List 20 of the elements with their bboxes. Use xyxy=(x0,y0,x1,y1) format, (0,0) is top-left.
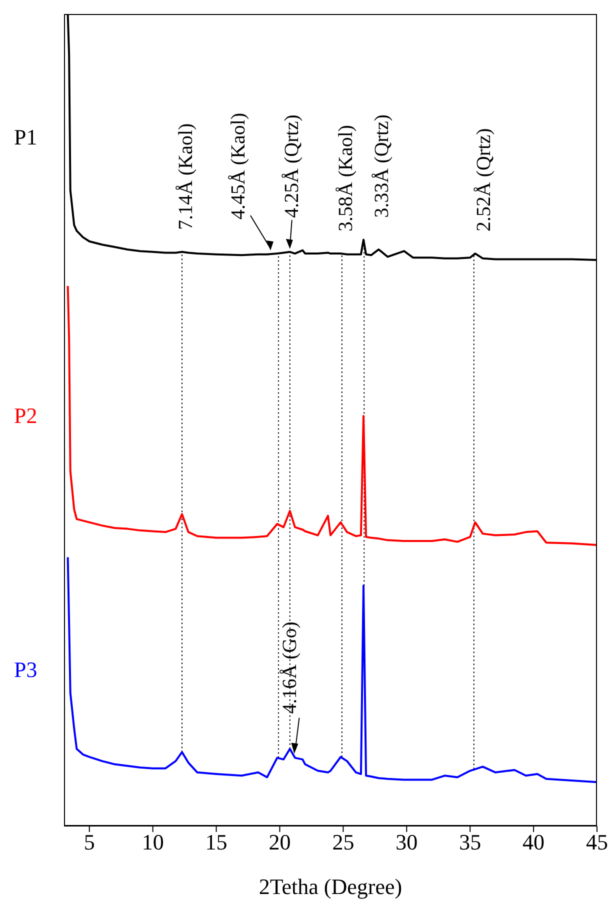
ref-line-label: 2.52Å (Qrtz) xyxy=(472,128,495,232)
x-tick-label: 30 xyxy=(396,830,418,855)
x-tick-label: 45 xyxy=(586,830,608,855)
ref-line-label: 7.14Å (Kaol) xyxy=(175,123,198,230)
x-tick-label: 40 xyxy=(522,830,545,855)
series-label: P1 xyxy=(14,124,38,150)
x-tick-label: 25 xyxy=(332,830,354,855)
x-tick-label: 5 xyxy=(84,830,95,855)
x-tick-label: 20 xyxy=(268,830,291,855)
series-label: P3 xyxy=(14,657,38,682)
x-axis-title: 2Tetha (Degree) xyxy=(258,874,402,899)
annotation: 4.16Å (Go) xyxy=(279,622,302,714)
ref-line-label: 3.33Å (Qrtz) xyxy=(371,114,394,218)
x-tick-label: 10 xyxy=(142,830,164,855)
x-tick-label: 15 xyxy=(205,830,228,855)
series-label: P2 xyxy=(14,403,38,428)
x-tick-label: 35 xyxy=(459,830,482,855)
ref-line-label: 3.58Å (Kaol) xyxy=(334,124,357,232)
ref-line-label: 4.25Å (Qrtz) xyxy=(280,114,303,218)
ref-line-label: 4.45Å (Kaol) xyxy=(227,112,250,220)
